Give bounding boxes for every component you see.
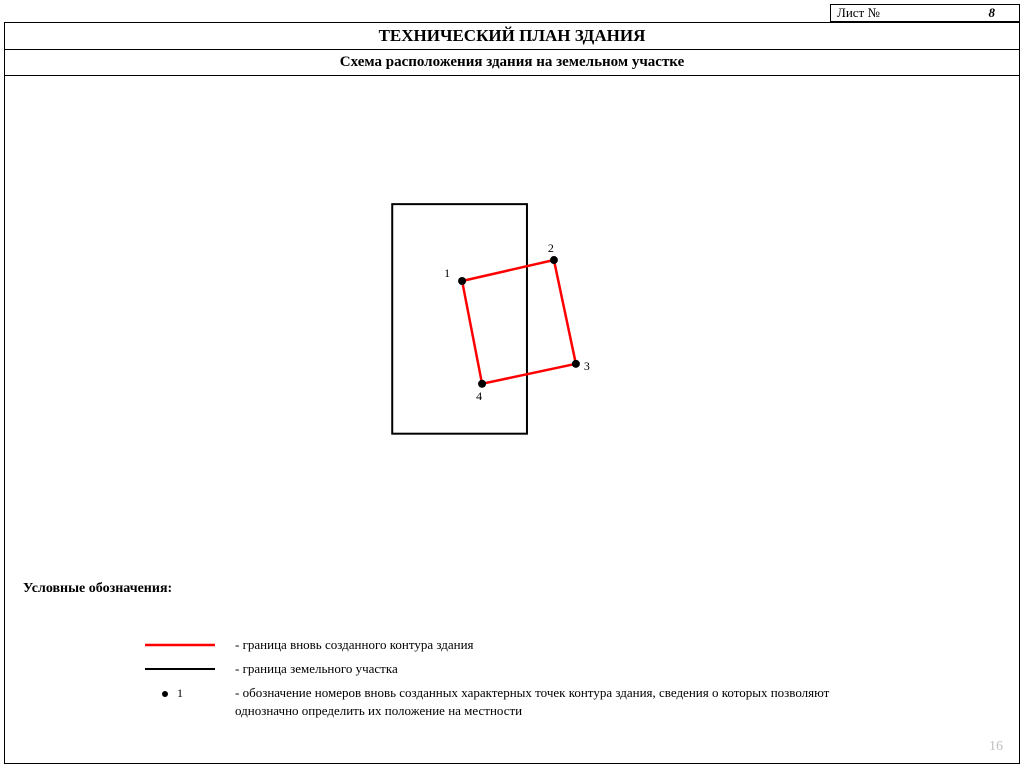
vertex-label: 1 xyxy=(444,266,450,280)
page-title: ТЕХНИЧЕСКИЙ ПЛАН ЗДАНИЯ xyxy=(4,22,1020,50)
svg-text:1: 1 xyxy=(177,686,183,700)
title-text: ТЕХНИЧЕСКИЙ ПЛАН ЗДАНИЯ xyxy=(379,26,646,46)
parcel-boundary xyxy=(392,204,527,434)
legend-text: - обозначение номеров вновь созданных ха… xyxy=(235,684,855,719)
vertex-point xyxy=(458,277,466,285)
vertex-point xyxy=(550,256,558,264)
legend-text: - граница земельного участка xyxy=(235,660,398,678)
sheet-number-box: Лист № 8 xyxy=(830,4,1020,22)
sheet-number: 8 xyxy=(989,5,1014,21)
legend-symbol xyxy=(135,636,235,654)
vertex-point xyxy=(572,360,580,368)
legend-symbol: 1 xyxy=(135,684,235,702)
legend-text: - граница вновь созданного контура здани… xyxy=(235,636,474,654)
legend-row: - граница земельного участка xyxy=(135,660,855,678)
body-frame: 1 2 3 4 Условные обозначения: - граница вно… xyxy=(4,76,1020,764)
page-number: 16 xyxy=(989,739,1003,755)
vertex-label: 3 xyxy=(584,359,590,373)
vertex-label: 2 xyxy=(548,241,554,255)
legend-row: 1 - обозначение номеров вновь созданных х… xyxy=(135,684,855,719)
legend: - граница вновь созданного контура здани… xyxy=(135,636,855,725)
layout-diagram: 1 2 3 4 xyxy=(5,76,1019,476)
building-boundary xyxy=(462,260,576,384)
sheet-label: Лист № xyxy=(837,5,880,21)
legend-row: - граница вновь созданного контура здани… xyxy=(135,636,855,654)
page-subtitle: Схема расположения здания на земельном у… xyxy=(4,50,1020,76)
vertex-point xyxy=(478,380,486,388)
subtitle-text: Схема расположения здания на земельном у… xyxy=(340,54,685,71)
legend-symbol xyxy=(135,660,235,678)
legend-title: Условные обозначения: xyxy=(23,581,172,597)
vertex-label: 4 xyxy=(476,389,482,403)
